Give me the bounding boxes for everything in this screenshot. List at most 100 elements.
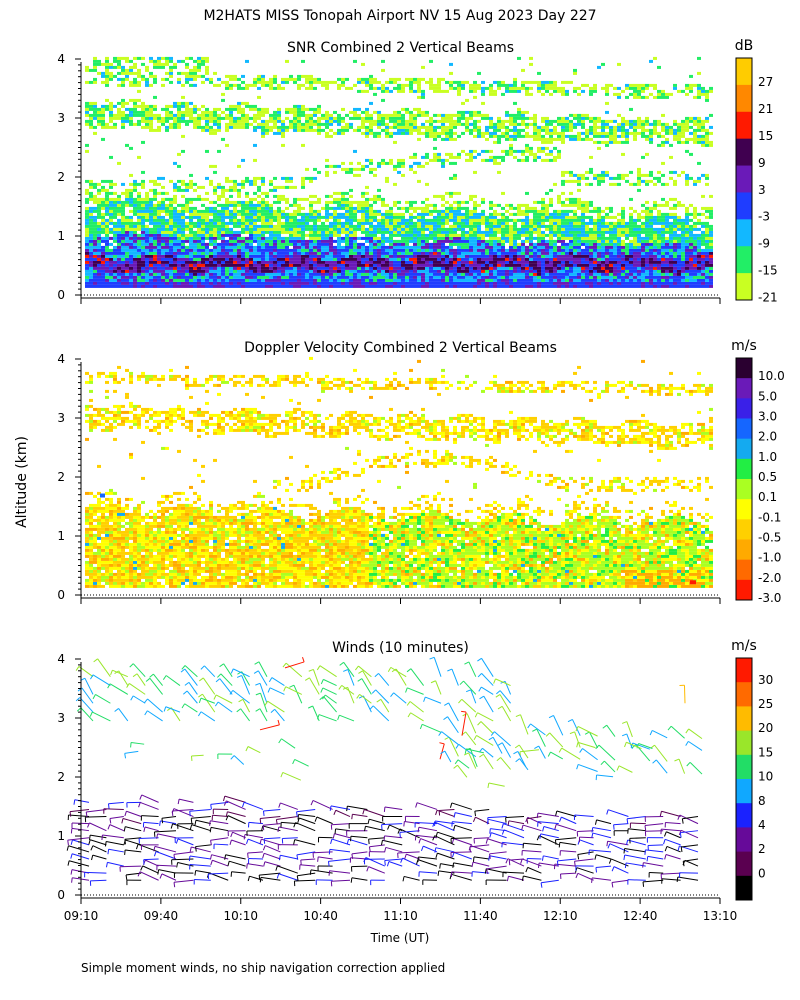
snr-cell — [173, 197, 177, 201]
snr-cell — [177, 263, 181, 267]
snr-cell — [397, 116, 401, 120]
snr-cell — [469, 284, 473, 288]
snr-cell — [505, 275, 509, 279]
snr-cell — [297, 230, 301, 234]
snr-cell — [301, 143, 305, 147]
snr-cell — [525, 233, 529, 237]
snr-cell — [481, 212, 485, 216]
snr-cell — [405, 209, 409, 213]
snr-cell — [501, 266, 505, 270]
snr-cell — [573, 272, 577, 276]
snr-cell — [185, 251, 189, 255]
snr-cell — [457, 236, 461, 240]
snr-cell — [225, 260, 229, 264]
snr-cell — [141, 209, 145, 213]
snr-cell — [149, 230, 153, 234]
snr-cell — [341, 77, 345, 81]
snr-cell — [313, 107, 317, 111]
snr-cell — [501, 269, 505, 273]
snr-cell — [417, 128, 421, 132]
snr-cell — [85, 113, 89, 117]
snr-cell — [85, 278, 89, 282]
snr-cell — [565, 251, 569, 255]
snr-cell — [237, 125, 241, 129]
snr-cell — [413, 284, 417, 288]
snr-cell — [145, 248, 149, 252]
snr-cell — [301, 212, 305, 216]
snr-cell — [125, 230, 129, 234]
snr-cell — [429, 227, 433, 231]
snr-cell — [297, 83, 301, 87]
snr-cell — [97, 215, 101, 219]
snr-cell — [109, 242, 113, 246]
snr-cell — [417, 230, 421, 234]
snr-cell — [561, 272, 565, 276]
snr-cell — [517, 245, 521, 249]
snr-cell — [413, 113, 417, 117]
snr-cell — [225, 125, 229, 129]
snr-cell — [505, 224, 509, 228]
snr-cell — [405, 77, 409, 81]
snr-cell — [361, 227, 365, 231]
snr-cell — [525, 122, 529, 126]
snr-cell — [381, 230, 385, 234]
snr-cell — [149, 260, 153, 264]
snr-cell — [109, 203, 113, 207]
snr-cell — [241, 203, 245, 207]
snr-cell — [349, 215, 353, 219]
snr-cell — [317, 125, 321, 129]
snr-cell — [109, 257, 113, 261]
snr-cell — [133, 77, 137, 81]
snr-cell — [305, 167, 309, 171]
snr-cell — [429, 116, 433, 120]
snr-cell — [273, 242, 277, 246]
snr-cell — [149, 272, 153, 276]
snr-cell — [197, 65, 201, 69]
snr-cell — [353, 59, 357, 63]
snr-cell — [457, 245, 461, 249]
snr-cell — [257, 74, 261, 78]
snr-cell — [293, 224, 297, 228]
snr-cell — [361, 167, 365, 171]
snr-cell — [209, 230, 213, 234]
snr-cell — [149, 116, 153, 120]
snr-cell — [225, 203, 229, 207]
snr-cell — [357, 173, 361, 177]
snr-cell — [457, 215, 461, 219]
snr-cell — [417, 251, 421, 255]
snr-cell — [125, 191, 129, 195]
snr-cell — [381, 248, 385, 252]
snr-cell — [569, 260, 573, 264]
snr-cell — [133, 200, 137, 204]
snr-cell — [113, 245, 117, 249]
snr-cell — [349, 170, 353, 174]
snr-cell — [425, 257, 429, 261]
snr-cell — [549, 158, 553, 162]
snr-cell — [533, 215, 537, 219]
snr-cell — [185, 74, 189, 78]
snr-cell — [417, 224, 421, 228]
snr-cell — [253, 278, 257, 282]
snr-cell — [165, 104, 169, 108]
snr-cell — [229, 116, 233, 120]
snr-cell — [121, 122, 125, 126]
snr-cell — [121, 245, 125, 249]
snr-cell — [273, 239, 277, 243]
snr-cell — [141, 119, 145, 123]
snr-cell — [277, 206, 281, 210]
snr-cell — [133, 257, 137, 261]
snr-cell — [333, 239, 337, 243]
snr-cell — [441, 125, 445, 129]
snr-cell — [337, 233, 341, 237]
snr-cell — [417, 125, 421, 129]
snr-cell — [145, 266, 149, 270]
snr-cell — [521, 260, 525, 264]
snr-cell — [545, 203, 549, 207]
snr-cell — [345, 242, 349, 246]
snr-cell — [241, 158, 245, 162]
snr-cell — [445, 263, 449, 267]
snr-cell — [245, 263, 249, 267]
snr-cell — [449, 224, 453, 228]
snr-cell — [277, 215, 281, 219]
snr-cell — [505, 233, 509, 237]
